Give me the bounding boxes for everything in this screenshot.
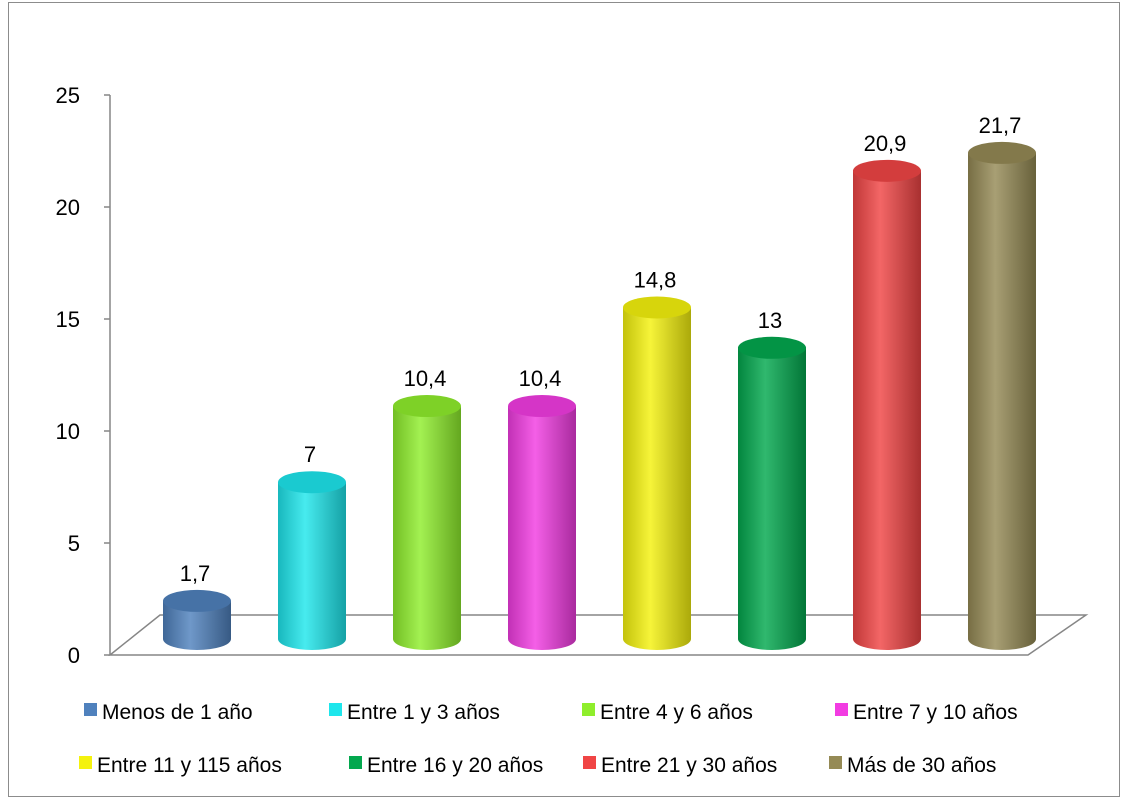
- legend-swatch: [84, 703, 97, 716]
- chart-svg: 0 5 10 15 20 25 1,7 7 10,4 10,4 14,8 13 20,9 21,7 Me…: [56, 83, 1089, 777]
- bar-cylinder: [968, 141, 1036, 651]
- bar-body: [393, 406, 461, 650]
- legend-label: Entre 4 y 6 años: [600, 701, 753, 724]
- legend-swatch: [349, 756, 362, 769]
- data-label: 13: [758, 308, 782, 333]
- y-tick-label: 25: [56, 83, 80, 108]
- bar-cylinder: [393, 395, 461, 650]
- bar-body: [738, 347, 806, 650]
- bar-top: [278, 471, 346, 494]
- bar-top: [853, 159, 921, 182]
- bar-body: [508, 406, 576, 650]
- bar-cylinder: [278, 471, 346, 650]
- bar-cylinder: [508, 395, 576, 650]
- bar-body: [853, 170, 921, 650]
- bar-cylinder: [623, 296, 691, 650]
- data-labels: 1,7 7 10,4 10,4 14,8 13 20,9 21,7: [180, 113, 1022, 586]
- data-label: 20,9: [864, 131, 907, 156]
- legend-swatch: [583, 756, 596, 769]
- legend-label: Entre 11 y 115 años: [97, 754, 282, 777]
- bar-body: [968, 152, 1036, 651]
- bar-body: [623, 307, 691, 650]
- bar-top: [623, 296, 691, 319]
- legend-item: Más de 30 años: [829, 754, 996, 777]
- legend-label: Entre 1 y 3 años: [347, 701, 500, 724]
- bar-body: [163, 600, 231, 650]
- bar-body: [278, 482, 346, 650]
- data-label: 10,4: [519, 366, 562, 391]
- legend-item: Menos de 1 año: [84, 701, 253, 724]
- legend-item: Entre 7 y 10 años: [835, 701, 1018, 724]
- legend-item: Entre 16 y 20 años: [349, 754, 543, 777]
- legend-swatch: [829, 756, 842, 769]
- legend-label: Entre 7 y 10 años: [853, 701, 1018, 724]
- y-tick-label: 15: [56, 307, 80, 332]
- y-tick-label: 10: [56, 419, 80, 444]
- legend-swatch: [835, 703, 848, 716]
- bars-layer: [163, 141, 1036, 651]
- floor-plane: [107, 614, 1089, 656]
- legend: Menos de 1 año Entre 1 y 3 años Entre 4 y …: [79, 701, 1018, 777]
- bar-cylinder: [738, 336, 806, 650]
- legend-swatch: [79, 756, 92, 769]
- chart-frame: 0 5 10 15 20 25 1,7 7 10,4 10,4 14,8 13 20,9 21,7 Me…: [8, 2, 1120, 797]
- data-label: 14,8: [634, 267, 677, 292]
- legend-item: Entre 21 y 30 años: [583, 754, 777, 777]
- legend-item: Entre 11 y 115 años: [79, 754, 282, 777]
- axis-layer: 0 5 10 15 20 25: [56, 83, 1089, 668]
- legend-item: Entre 1 y 3 años: [329, 701, 500, 724]
- data-label: 21,7: [979, 113, 1022, 138]
- bar-top: [508, 395, 576, 418]
- legend-label: Entre 21 y 30 años: [601, 754, 777, 777]
- y-tick-label: 20: [56, 195, 80, 220]
- bar-top: [163, 589, 231, 612]
- legend-item: Entre 4 y 6 años: [582, 701, 753, 724]
- legend-label: Entre 16 y 20 años: [367, 754, 543, 777]
- legend-label: Menos de 1 año: [102, 701, 253, 724]
- data-label: 1,7: [180, 561, 211, 586]
- bar-top: [968, 141, 1036, 164]
- data-label: 7: [304, 442, 316, 467]
- legend-swatch: [329, 703, 342, 716]
- legend-label: Más de 30 años: [847, 754, 996, 777]
- data-label: 10,4: [404, 366, 447, 391]
- bar-top: [393, 395, 461, 418]
- bar-top: [738, 336, 806, 359]
- bar-cylinder: [163, 589, 231, 650]
- y-tick-label: 0: [68, 643, 80, 668]
- y-tick-label: 5: [68, 531, 80, 556]
- legend-swatch: [582, 703, 595, 716]
- bar-cylinder: [853, 159, 921, 650]
